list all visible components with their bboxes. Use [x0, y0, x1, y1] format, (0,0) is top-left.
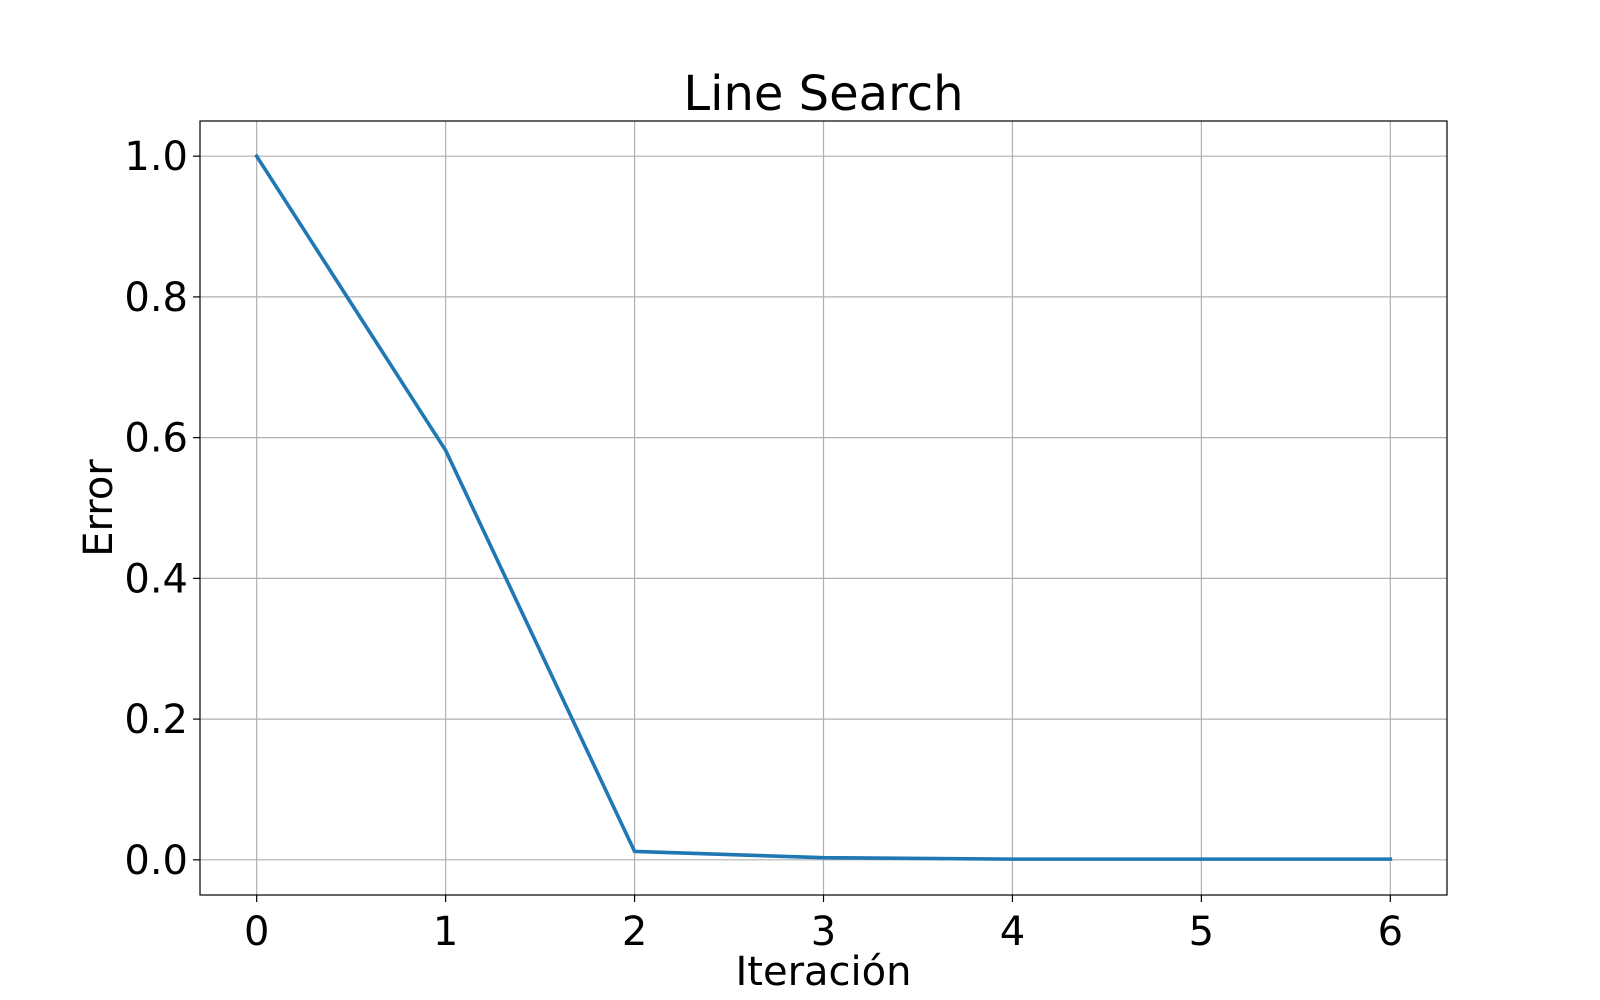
series — [254, 153, 1393, 861]
y-axis-title: Error — [76, 459, 122, 557]
y-tick-label: 0.4 — [124, 556, 188, 602]
ticks: 0 1 2 3 4 5 6 0.0 0.2 0.4 0.6 0.8 1.0 — [124, 134, 1403, 955]
x-tick-label: 6 — [1378, 909, 1403, 955]
x-tick-label: 1 — [433, 909, 458, 955]
x-tick-label: 2 — [622, 909, 647, 955]
x-tick-label: 3 — [811, 909, 836, 955]
y-tick-label: 0.8 — [124, 275, 188, 321]
x-tick-label: 0 — [244, 909, 269, 955]
series-line — [254, 153, 1393, 861]
x-tick-label: 5 — [1189, 909, 1214, 955]
x-axis-title: Iteración — [736, 949, 912, 995]
y-tick-label: 0.0 — [124, 838, 188, 884]
x-tick-label: 4 — [1000, 909, 1025, 955]
grid — [200, 121, 1447, 895]
y-tick-label: 1.0 — [124, 134, 188, 180]
y-tick-label: 0.6 — [124, 416, 188, 462]
y-tick-label: 0.2 — [124, 697, 188, 743]
chart-title: Line Search — [683, 66, 963, 122]
